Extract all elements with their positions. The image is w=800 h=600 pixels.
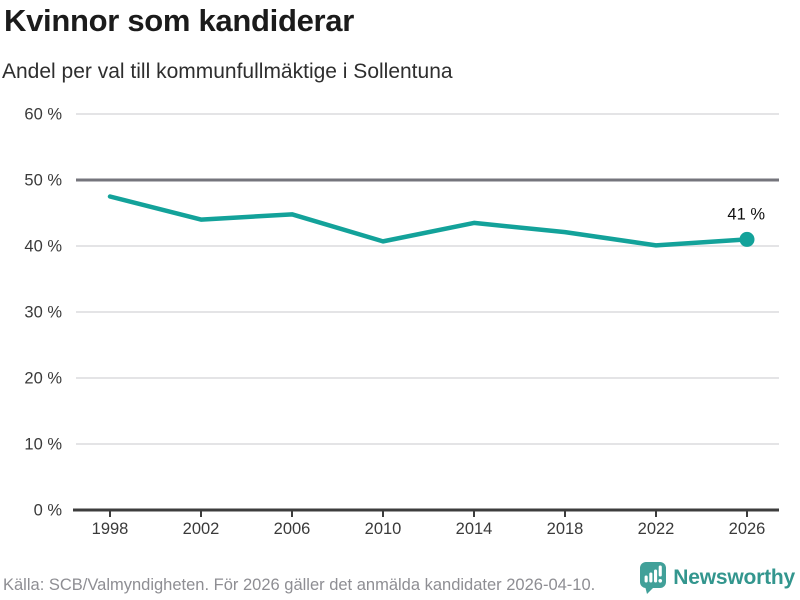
logo-bar-3 [654,569,658,583]
logo-exclamation-bar [658,565,663,577]
y-tick-label: 50 % [24,172,62,190]
logo-bubble [640,562,667,588]
y-tick-label: 40 % [24,238,62,256]
data-line [107,194,750,248]
x-tick-label: 2026 [729,520,766,538]
data-point-end [739,231,755,247]
brand-name: Newsworthy [673,566,795,589]
logo-bar-1 [644,575,648,583]
newsworthy-logo-icon [640,562,667,594]
end-value-label: 41 % [727,205,765,223]
x-tick-label: 2006 [274,520,311,538]
x-tick-label: 2002 [183,520,220,538]
y-tick-label: 20 % [24,370,62,388]
y-tick-label: 10 % [24,436,62,454]
y-tick-label: 0 % [34,502,63,520]
logo-bar-2 [649,572,653,583]
logo-exclamation-dot [658,579,663,583]
y-tick-label: 30 % [24,304,62,322]
x-tick-label: 2018 [547,520,584,538]
y-tick-label: 60 % [24,106,62,124]
brand-lockup: Newsworthy [640,560,795,596]
x-tick-label: 1998 [92,520,129,538]
source-attribution: Källa: SCB/Valmyndigheten. För 2026 gäll… [3,576,596,594]
logo-bubble-tail [645,586,656,594]
chart-subtitle: Andel per val till kommunfullmäktige i S… [2,60,453,83]
x-tick-label: 2014 [456,520,493,538]
x-tick-label: 2010 [365,520,402,538]
chart-title: Kvinnor som kandiderar [4,3,354,38]
x-tick-label: 2022 [638,520,675,538]
